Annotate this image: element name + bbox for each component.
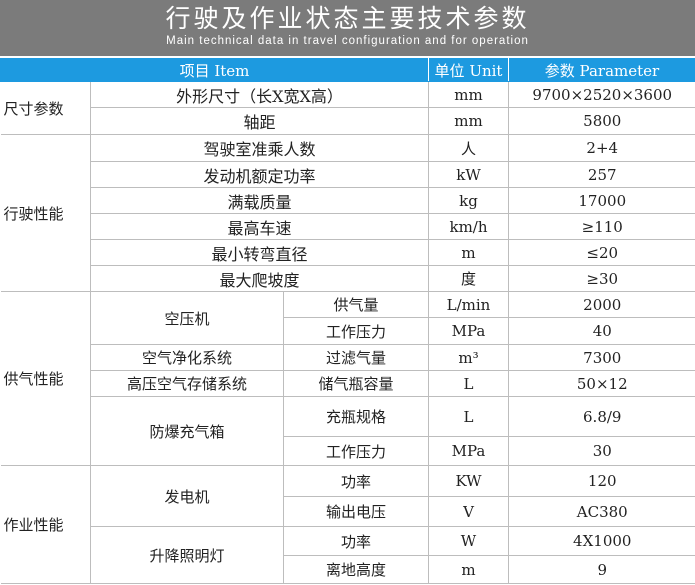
unit-cell: L	[428, 370, 509, 397]
value-cell: 4X1000	[508, 526, 695, 556]
item-label: 发电机	[90, 465, 284, 527]
sub-item-label: 供气量	[283, 291, 429, 318]
unit-cell: kW	[428, 161, 509, 188]
table-row: 输出电压 V AC380	[1, 496, 695, 527]
value-cell: 50×12	[508, 370, 695, 397]
value-cell: ≥30	[508, 265, 695, 292]
value-cell: 30	[508, 436, 695, 466]
sub-item-label: 离地高度	[283, 555, 429, 584]
table-row: 工作压力 MPa 30	[1, 436, 695, 466]
table-row: 最小转弯直径 m ≤20	[1, 239, 695, 266]
item-label: 最小转弯直径	[90, 239, 429, 266]
value-cell: 40	[508, 317, 695, 345]
table-row: 离地高度 m 9	[1, 555, 695, 584]
unit-cell: 人	[428, 134, 509, 162]
title-banner: 行驶及作业状态主要技术参数 Main technical data in tra…	[0, 0, 695, 56]
item-label: 最大爬坡度	[90, 265, 429, 292]
section-label: 供气性能	[0, 291, 91, 466]
header-parameter: 参数 Parameter	[508, 58, 695, 82]
value-cell: 6.8/9	[508, 396, 695, 437]
unit-cell: KW	[428, 465, 509, 497]
item-label: 升降照明灯	[90, 526, 284, 584]
header-item: 项目 Item	[0, 58, 429, 82]
item-label: 空压机	[90, 291, 284, 345]
unit-cell: mm	[428, 81, 509, 108]
table-row: 行驶性能 驾驶室准乘人数人 2+4	[0, 134, 695, 292]
table-header: 项目 Item 单位 Unit 参数 Parameter	[0, 58, 695, 82]
value-cell: ≤20	[508, 239, 695, 266]
value-cell: 2000	[508, 291, 695, 318]
section-label: 尺寸参数	[0, 81, 91, 135]
unit-cell: MPa	[428, 436, 509, 466]
page-subtitle: Main technical data in travel configurat…	[166, 35, 529, 47]
value-cell: AC380	[508, 496, 695, 527]
section-label: 作业性能	[0, 465, 91, 584]
item-label: 防爆充气箱	[90, 396, 284, 466]
value-cell: 5800	[508, 107, 695, 135]
sub-item-label: 充瓶规格	[283, 396, 429, 437]
value-cell: 17000	[508, 187, 695, 214]
value-cell: 9700×2520×3600	[508, 81, 695, 108]
value-cell: 257	[508, 161, 695, 188]
unit-cell: V	[428, 496, 509, 527]
item-label: 发动机额定功率	[90, 161, 429, 188]
item-label: 满载质量	[90, 187, 429, 214]
value-cell: 120	[508, 465, 695, 497]
sub-item-label: 储气瓶容量	[283, 370, 429, 397]
sub-item-label: 功率	[283, 526, 429, 556]
table-row: 供气性能 空压机 供气量 L/min 2000	[0, 291, 695, 466]
value-cell: 2+4	[508, 134, 695, 162]
item-label: 高压空气存储系统	[90, 370, 284, 397]
item-label: 空气净化系统	[90, 344, 284, 371]
sub-item-label: 工作压力	[283, 317, 429, 345]
unit-cell: m	[428, 239, 509, 266]
value-cell: 7300	[508, 344, 695, 371]
unit-cell: m³	[428, 344, 509, 371]
item-label: 轴距	[90, 107, 429, 135]
table-row: 空气净化系统 过滤气量 m³ 7300	[1, 344, 695, 371]
table-row: 满载质量 kg 17000	[1, 187, 695, 214]
table-row: 作业性能 发电机 功率 KW 120	[0, 465, 695, 584]
value-cell: 9	[508, 555, 695, 584]
table-row: 最大爬坡度度 ≥30	[1, 265, 695, 292]
table-row: 发动机额定功率 kW 257	[1, 161, 695, 188]
unit-cell: L	[428, 396, 509, 437]
spec-table: 项目 Item 单位 Unit 参数 Parameter 尺寸参数 外形尺寸（长X…	[0, 58, 695, 584]
page-title: 行驶及作业状态主要技术参数	[165, 4, 530, 33]
item-label: 驾驶室准乘人数	[90, 134, 429, 162]
sub-item-label: 输出电压	[283, 496, 429, 527]
table-row: 高压空气存储系统 储气瓶容量 L 50×12	[1, 370, 695, 397]
unit-cell: m	[428, 555, 509, 584]
table-row: 防爆充气箱 充瓶规格 L 6.8/9	[1, 396, 695, 466]
value-cell: ≥110	[508, 213, 695, 240]
unit-cell: W	[428, 526, 509, 556]
unit-cell: mm	[428, 107, 509, 135]
unit-cell: km/h	[428, 213, 509, 240]
table-row: 轴距 mm 5800	[1, 107, 695, 135]
sub-item-label: 功率	[283, 465, 429, 497]
sub-item-label: 工作压力	[283, 436, 429, 466]
unit-cell: kg	[428, 187, 509, 214]
table-row: 升降照明灯 功率 W 4X1000	[1, 526, 695, 584]
table-row: 尺寸参数 外形尺寸（长X宽X高） mm 9700×2520×3600	[0, 81, 695, 135]
unit-cell: L/min	[428, 291, 509, 318]
item-label: 最高车速	[90, 213, 429, 240]
header-unit: 单位 Unit	[428, 58, 509, 82]
item-label: 外形尺寸（长X宽X高）	[90, 81, 429, 108]
table-row: 最高车速 km/h ≥110	[1, 213, 695, 240]
unit-cell: MPa	[428, 317, 509, 345]
table-row: 工作压力 MPa 40	[1, 317, 695, 345]
unit-cell: 度	[428, 265, 509, 292]
section-label: 行驶性能	[0, 134, 91, 292]
sub-item-label: 过滤气量	[283, 344, 429, 371]
